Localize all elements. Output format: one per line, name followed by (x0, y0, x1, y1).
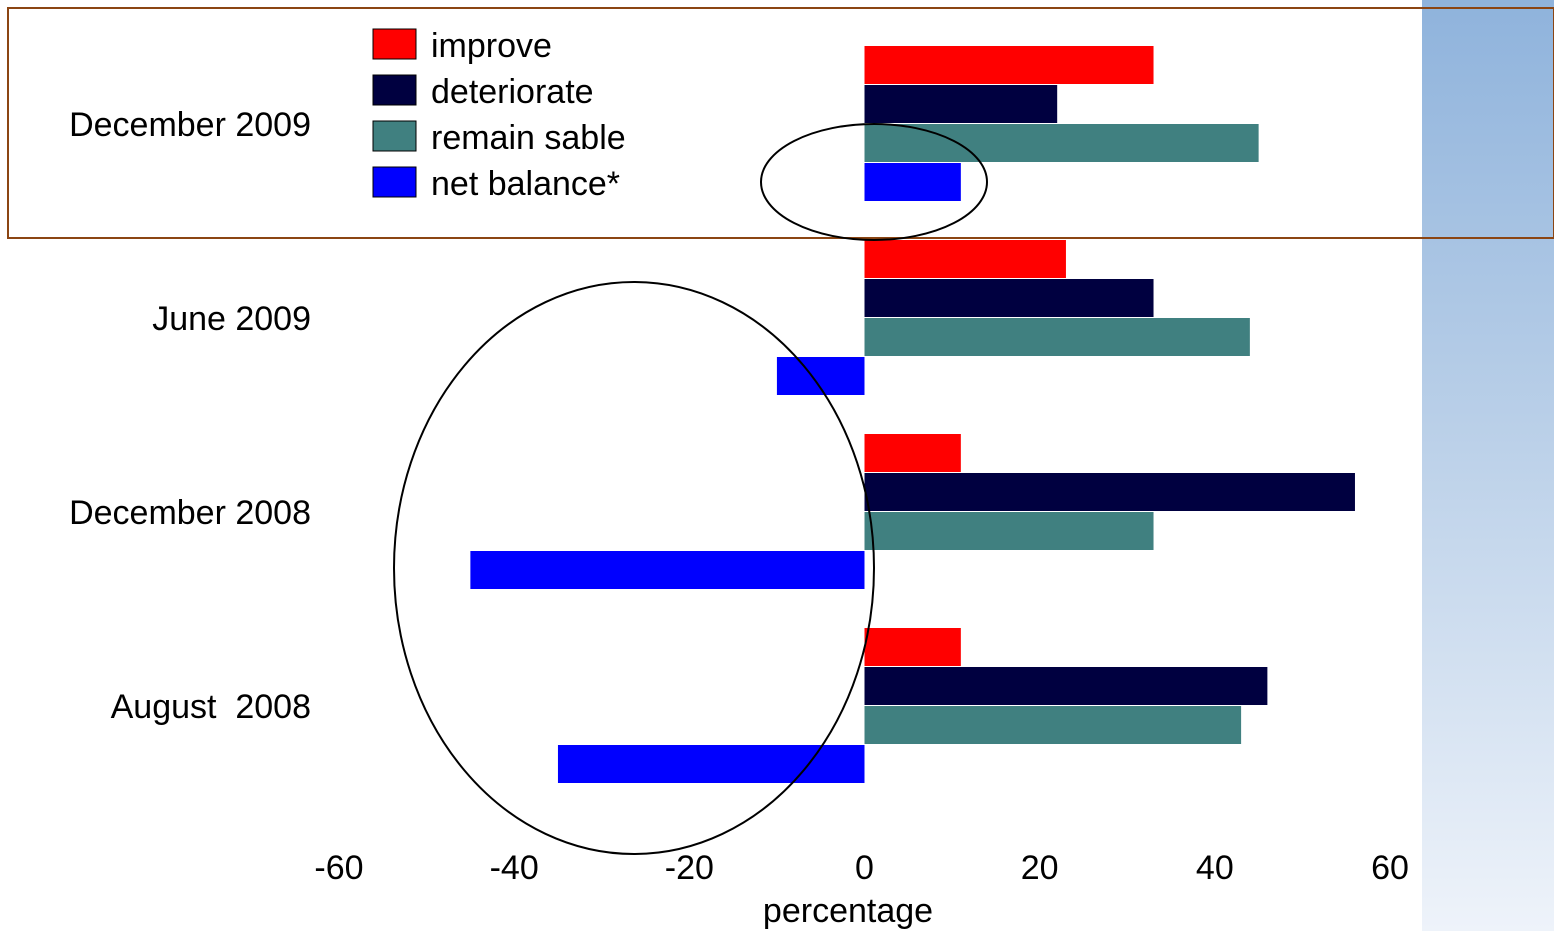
x-tick-label: -60 (314, 849, 363, 887)
bar-net-balance--2 (470, 551, 865, 589)
bar-net-balance--0 (864, 163, 961, 201)
bar-deteriorate-1 (864, 279, 1154, 317)
legend: improve deteriorate remain sable net balanc… (372, 27, 626, 203)
x-tick-label: 40 (1196, 849, 1234, 887)
legend-label: remain sable (431, 119, 626, 157)
category-label: June 2009 (152, 300, 311, 338)
bar-deteriorate-2 (864, 473, 1355, 511)
bar-improve-0 (864, 46, 1154, 84)
legend-label: deteriorate (431, 73, 594, 111)
legend-swatch (372, 28, 417, 60)
chart-panel: December 2009 June 2009 December 2008 Augus… (7, 7, 1554, 930)
x-tick-label: -40 (490, 849, 539, 887)
bar-remain-sable-0 (864, 124, 1259, 162)
bar-remain-sable-2 (864, 512, 1154, 550)
highlight-box (7, 7, 1554, 239)
bar-net-balance--3 (557, 745, 865, 783)
category-labels: December 2009 June 2009 December 2008 Augus… (69, 106, 311, 726)
bar-remain-sable-1 (864, 318, 1250, 356)
bar-deteriorate-0 (864, 85, 1058, 123)
x-axis-title: percentage (763, 892, 933, 930)
annotation-ellipse-large (393, 281, 875, 855)
bar-improve-3 (864, 628, 961, 666)
legend-swatch (372, 120, 417, 152)
x-tick-label: -20 (665, 849, 714, 887)
legend-swatch (372, 166, 417, 198)
x-tick-label: 60 (1371, 849, 1409, 887)
category-label: December 2008 (69, 494, 311, 532)
category-label: August 2008 (111, 688, 311, 726)
x-tick-label: 20 (1021, 849, 1059, 887)
bar-deteriorate-3 (864, 667, 1268, 705)
legend-label: improve (431, 27, 552, 65)
bar-remain-sable-3 (864, 706, 1242, 744)
legend-label: net balance* (431, 165, 620, 203)
legend-swatch (372, 74, 417, 106)
annotation-ellipse-small (760, 123, 988, 241)
x-axis-ticks: -60 -40 -20 0 20 40 60 (314, 849, 1408, 887)
x-tick-label: 0 (855, 849, 874, 887)
bar-improve-1 (864, 240, 1066, 278)
bar-improve-2 (864, 434, 961, 472)
category-label: December 2009 (69, 106, 311, 144)
